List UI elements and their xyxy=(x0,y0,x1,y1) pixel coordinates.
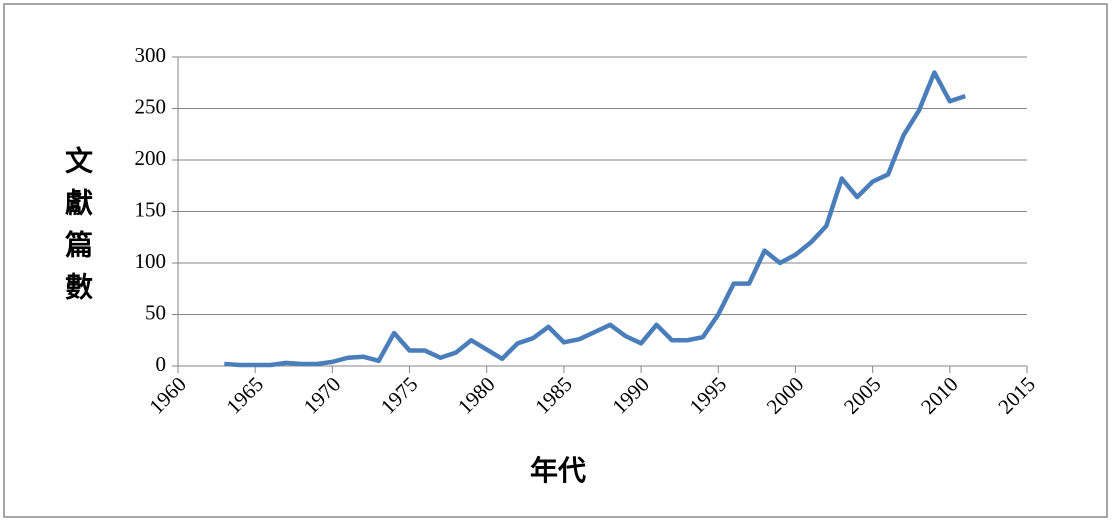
data-line xyxy=(224,70,966,368)
y-axis-title: 文獻篇數 xyxy=(61,145,94,314)
y-tick-label: 50 xyxy=(145,300,166,324)
chart-frame xyxy=(3,3,1108,518)
x-axis-title: 年代 xyxy=(530,454,586,487)
y-tick-label: 200 xyxy=(135,146,167,170)
y-tick-label: 100 xyxy=(135,249,167,273)
y-tick-label: 150 xyxy=(135,197,167,221)
y-tick-label: 0 xyxy=(156,352,167,376)
y-tick-label: 250 xyxy=(135,94,167,118)
y-tick-label: 300 xyxy=(135,43,167,67)
